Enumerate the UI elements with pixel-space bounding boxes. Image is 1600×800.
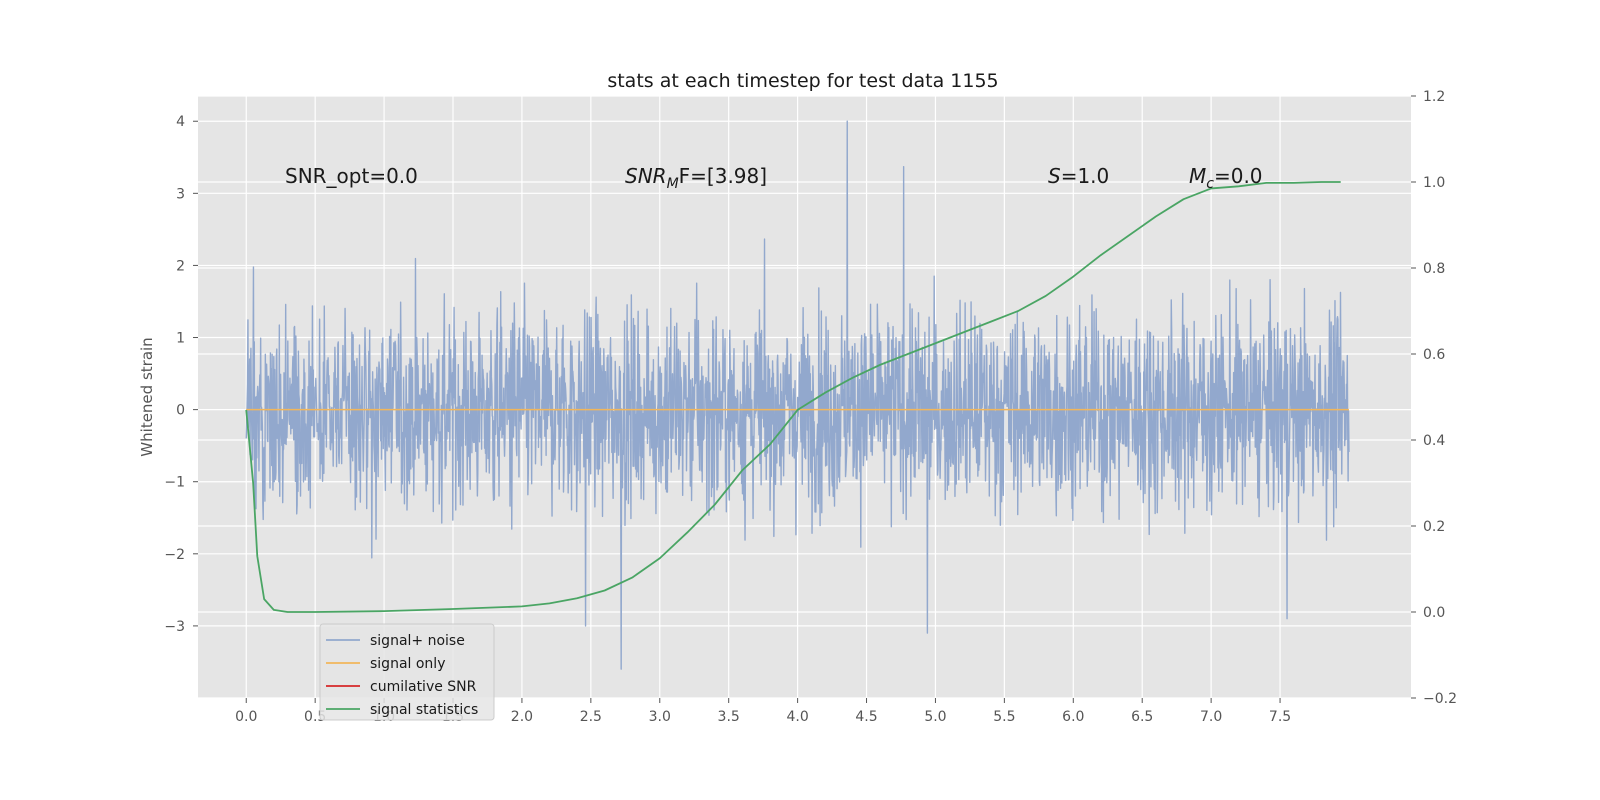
y2-tick-label: 0.8 xyxy=(1423,261,1445,277)
x-tick-label: 3.5 xyxy=(718,709,740,725)
y-tick-label: −2 xyxy=(164,547,185,563)
x-tick-label: 7.5 xyxy=(1269,709,1291,725)
legend-label: signal statistics xyxy=(370,702,478,718)
x-tick-label: 4.0 xyxy=(786,709,808,725)
x-tick-label: 7.0 xyxy=(1200,709,1222,725)
annotation-s: S=1.0 xyxy=(1048,164,1109,188)
legend-label: cumilative SNR xyxy=(370,679,477,695)
y2-tick-label: 1.0 xyxy=(1423,175,1445,191)
y-axis-label: Whitened strain xyxy=(138,337,156,456)
y2-tick-label: 0.0 xyxy=(1423,605,1445,621)
chart-title: stats at each timestep for test data 115… xyxy=(607,70,998,92)
y2-axis-ticks: 1.2 1.0 0.8 0.6 0.4 0.2 0.0 −0.2 xyxy=(1411,89,1457,707)
y-axis-ticks: 4 3 2 1 0 −1 −2 −3 xyxy=(164,114,198,635)
y-tick-label: −3 xyxy=(164,619,185,635)
y-tick-label: 1 xyxy=(176,331,185,347)
y-tick-label: 2 xyxy=(176,258,185,274)
x-tick-label: 5.0 xyxy=(924,709,946,725)
annotation-snr-mf: SNRMF=[3.98] xyxy=(625,164,767,192)
legend: signal+ noise signal only cumilative SNR si… xyxy=(319,623,495,721)
y2-tick-label: 0.4 xyxy=(1423,433,1445,449)
legend-label: signal only xyxy=(370,656,445,672)
x-tick-label: 5.5 xyxy=(993,709,1015,725)
legend-label: signal+ noise xyxy=(370,633,465,649)
y-tick-label: 4 xyxy=(176,114,185,130)
x-tick-label: 6.5 xyxy=(1131,709,1153,725)
x-tick-label: 2.5 xyxy=(580,709,602,725)
y-tick-label: 0 xyxy=(176,403,185,419)
plot-area: 0.00.51.01.52.02.53.03.54.04.55.05.56.06… xyxy=(138,89,1457,725)
x-tick-label: 2.0 xyxy=(511,709,533,725)
annotation-mc: Mc=0.0 xyxy=(1189,164,1263,192)
series-signal-noise xyxy=(245,120,1350,670)
x-tick-label: 0.0 xyxy=(235,709,257,725)
legend-box xyxy=(319,623,495,721)
x-tick-label: 4.5 xyxy=(855,709,877,725)
y2-tick-label: 1.2 xyxy=(1423,89,1445,105)
series-signal-statistics xyxy=(245,181,1341,613)
annotation-snr-opt: SNR_opt=0.0 xyxy=(285,164,418,188)
y2-tick-label: 0.6 xyxy=(1423,347,1445,363)
y2-tick-label: −0.2 xyxy=(1423,691,1457,707)
y-tick-label: −1 xyxy=(164,475,185,491)
x-tick-label: 6.0 xyxy=(1062,709,1084,725)
y-tick-label: 3 xyxy=(176,186,185,202)
x-tick-label: 3.0 xyxy=(649,709,671,725)
y2-tick-label: 0.2 xyxy=(1423,519,1445,535)
